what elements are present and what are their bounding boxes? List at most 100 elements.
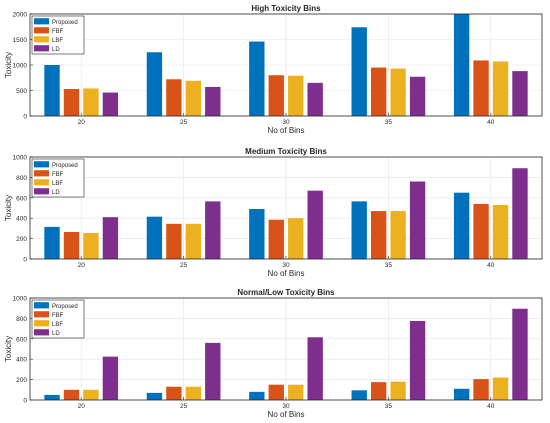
legend: Proposed FBF LBF LD [31,158,85,198]
y-axis-label: Toxicity [4,195,13,221]
bar-group [44,308,528,400]
bar-ld-20 [102,217,119,259]
bar-ld-35 [409,76,426,116]
legend-swatch-ld [34,329,49,336]
legend-swatch-fbf [34,311,49,318]
bar-proposed-35 [351,27,367,116]
chart-title: Medium Toxicity Bins [245,147,327,156]
legend-label-lbf: LBF [52,181,63,187]
bar-lbf-35 [390,211,406,259]
bar-lbf-20 [83,88,99,116]
bar-fbf-40 [473,379,489,400]
bar-lbf-25 [185,223,202,259]
chart-panel-high: 0 500 1000 1500 2000 20 25 30 35 40 High Toxicit… [4,4,543,135]
bar-fbf-35 [370,211,387,259]
y-tick-label: 0 [23,257,27,264]
legend-swatch-ld [34,188,49,195]
bar-lbf-40 [492,61,509,116]
bar-proposed-30 [249,41,265,116]
x-axis-ticks: 20 25 30 35 40 [78,256,495,269]
bar-proposed-20 [44,65,60,116]
bar-lbf-40 [492,204,509,259]
bar-fbf-30 [268,75,284,116]
legend-label-proposed: Proposed [52,304,78,310]
y-tick-label: 500 [16,88,27,95]
chart-panel-normal-low: 0 200 400 600 800 1000 20 25 30 35 40 Normal/Low … [4,288,543,419]
bar-ld-20 [102,356,119,400]
bar-lbf-25 [185,80,202,116]
y-tick-label: 1000 [13,155,28,162]
bar-fbf-20 [63,389,80,400]
y-axis-label: Toxicity [4,52,13,78]
bar-lbf-20 [83,389,99,400]
bar-proposed-40 [453,14,470,116]
bar-proposed-40 [453,388,470,400]
bar-ld-35 [409,320,426,400]
legend-label-ld: LD [52,190,60,196]
legend-label-fbf: FBF [52,172,64,178]
x-tick-label: 25 [180,403,188,410]
y-axis-ticks: 0 200 400 600 800 1000 [13,296,33,405]
x-tick-label: 25 [180,119,188,126]
legend: Proposed FBF LBF LD [31,15,85,55]
y-tick-label: 800 [16,316,27,323]
x-tick-label: 20 [78,403,86,410]
bar-fbf-30 [268,219,284,259]
bar-fbf-30 [268,384,284,400]
x-axis-ticks: 20 25 30 35 40 [78,113,495,126]
bar-proposed-40 [453,192,470,259]
bar-fbf-35 [370,382,387,400]
bar-ld-25 [205,201,221,259]
bar-lbf-20 [83,232,99,259]
x-tick-label: 30 [282,403,290,410]
x-tick-label: 40 [487,262,495,269]
y-axis-ticks: 0 500 1000 1500 2000 [13,12,33,121]
legend-label-proposed: Proposed [52,20,78,26]
bar-proposed-30 [249,209,265,259]
y-tick-label: 1000 [13,63,28,70]
x-axis-label: No of Bins [268,126,305,135]
bar-proposed-35 [351,201,367,259]
bar-proposed-25 [146,392,163,400]
x-tick-label: 25 [180,262,188,269]
bar-lbf-35 [390,68,406,116]
bar-ld-20 [102,92,119,116]
y-tick-label: 800 [16,175,27,182]
legend-label-lbf: LBF [52,322,63,328]
bar-group [44,14,528,116]
bar-ld-25 [205,86,221,116]
x-tick-label: 20 [78,262,86,269]
x-tick-label: 30 [282,262,290,269]
x-tick-label: 35 [385,119,393,126]
bar-proposed-20 [44,226,60,259]
legend-swatch-proposed [34,161,49,168]
legend-swatch-lbf [34,36,49,43]
x-axis-label: No of Bins [268,410,305,419]
y-tick-label: 0 [23,114,27,121]
y-tick-label: 200 [16,377,27,384]
x-tick-label: 35 [385,403,393,410]
y-tick-label: 200 [16,236,27,243]
bar-fbf-20 [63,88,80,116]
bar-lbf-40 [492,377,509,400]
x-tick-label: 30 [282,119,290,126]
legend-swatch-proposed [34,18,49,25]
bar-fbf-40 [473,203,489,259]
y-axis-ticks: 0 200 400 600 800 1000 [13,155,33,264]
legend-label-ld: LD [52,47,60,53]
y-tick-label: 2000 [13,12,28,19]
y-tick-label: 600 [16,336,27,343]
bar-fbf-20 [63,231,80,259]
chart-title: High Toxicity Bins [251,4,321,13]
bar-fbf-35 [370,67,387,116]
x-axis-label: No of Bins [268,269,305,278]
chart-title: Normal/Low Toxicity Bins [237,288,335,297]
bar-fbf-25 [166,386,182,400]
x-tick-label: 20 [78,119,86,126]
bar-lbf-30 [288,384,304,400]
legend: Proposed FBF LBF LD [31,299,85,339]
y-tick-label: 400 [16,357,27,364]
y-tick-label: 0 [23,398,27,405]
bar-ld-25 [205,342,221,400]
